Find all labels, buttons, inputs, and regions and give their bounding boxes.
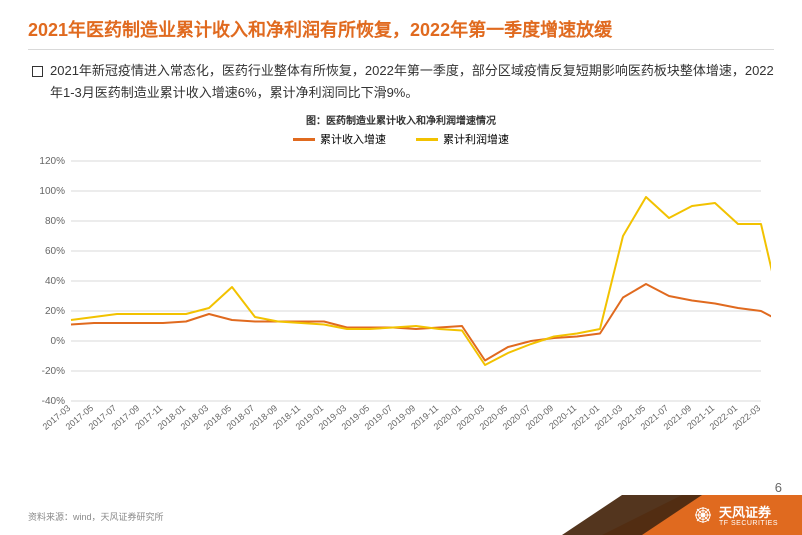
svg-text:40%: 40%: [45, 276, 65, 287]
svg-text:120%: 120%: [39, 156, 65, 167]
brand-logo-icon: [693, 505, 713, 525]
svg-text:60%: 60%: [45, 246, 65, 257]
chart-title: 图：医药制造业累计收入和净利润增速情况: [28, 112, 774, 127]
legend-item-revenue: 累计收入增速: [293, 131, 386, 147]
brand-subtitle: TF SECURITIES: [719, 520, 778, 527]
svg-text:0%: 0%: [51, 336, 66, 347]
svg-text:-20%: -20%: [42, 366, 65, 377]
brand-block: 天风证券 TF SECURITIES: [693, 502, 778, 527]
page-title: 2021年医药制造业累计收入和净利润有所恢复，2022年第一季度增速放缓: [28, 18, 774, 43]
svg-text:100%: 100%: [39, 186, 65, 197]
chart-svg: -40%-20%0%20%40%60%80%100%120%2017-03201…: [31, 153, 771, 463]
body-paragraph: 2021年新冠疫情进入常态化，医药行业整体有所恢复，2022年第一季度，部分区域…: [28, 60, 774, 104]
brand-name: 天风证券: [719, 502, 778, 521]
title-row: 2021年医药制造业累计收入和净利润有所恢复，2022年第一季度增速放缓: [28, 18, 774, 50]
legend-item-profit: 累计利润增速: [416, 131, 509, 147]
source-footer: 资料来源：wind，天风证券研究所: [28, 510, 164, 523]
svg-text:20%: 20%: [45, 306, 65, 317]
legend-swatch-revenue: [293, 138, 315, 141]
legend-label-revenue: 累计收入增速: [320, 131, 386, 147]
svg-text:80%: 80%: [45, 216, 65, 227]
legend-label-profit: 累计利润增速: [443, 131, 509, 147]
chart-area: -40%-20%0%20%40%60%80%100%120%2017-03201…: [31, 153, 771, 463]
legend-swatch-profit: [416, 138, 438, 141]
chart-legend: 累计收入增速 累计利润增速: [28, 131, 774, 147]
